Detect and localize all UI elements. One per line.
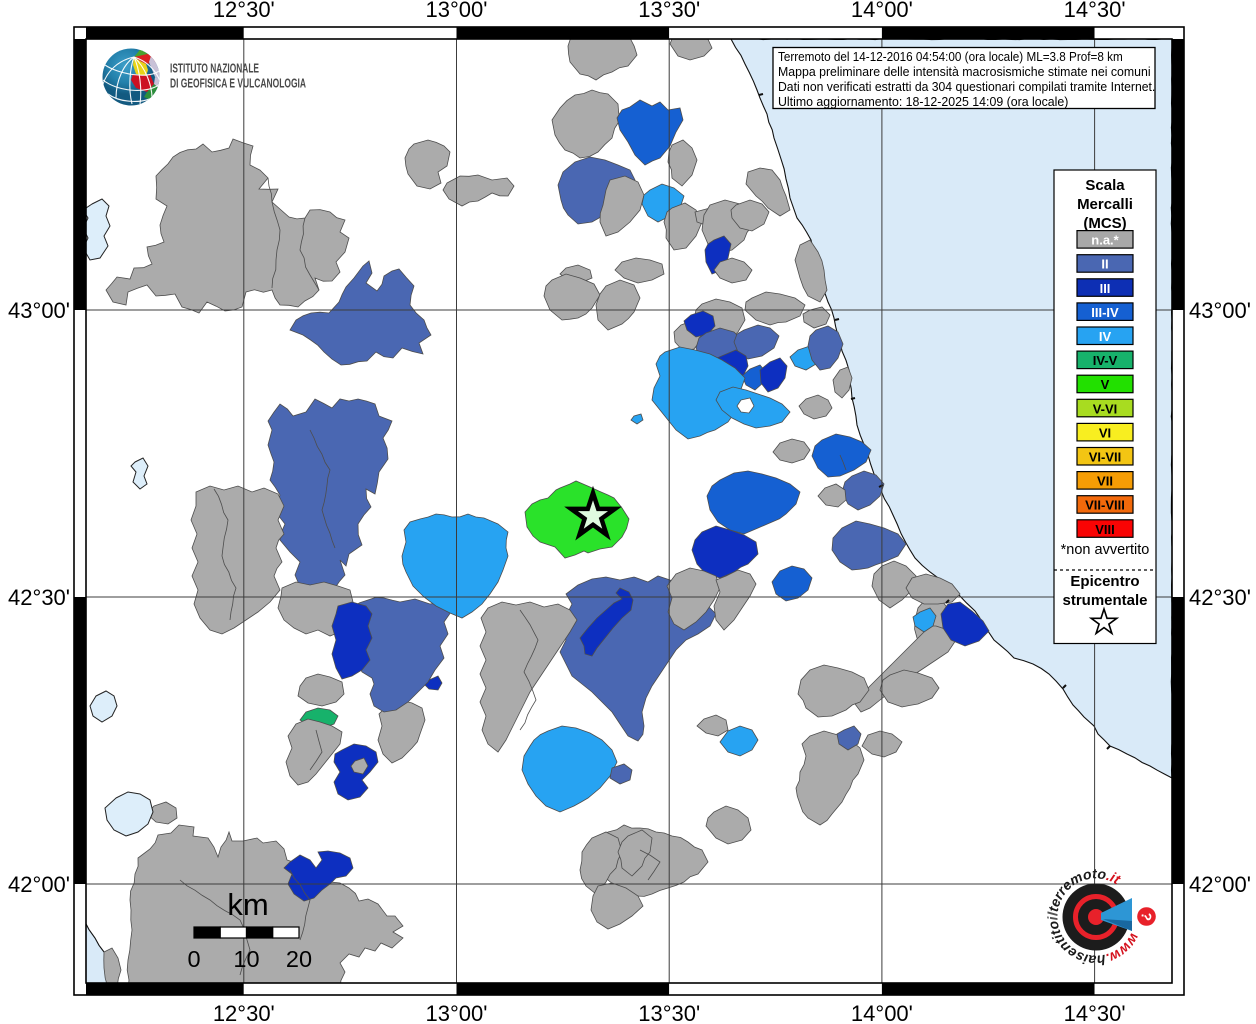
- svg-text:VII: VII: [1097, 474, 1113, 489]
- svg-text:42°00': 42°00': [1189, 872, 1251, 897]
- svg-text:IV: IV: [1099, 329, 1112, 344]
- svg-text:Mercalli: Mercalli: [1077, 196, 1133, 213]
- svg-text:Dati non verificati estratti d: Dati non verificati estratti da 304 ques…: [778, 79, 1155, 94]
- svg-text:V: V: [1101, 377, 1110, 392]
- svg-text:20: 20: [286, 946, 312, 972]
- svg-text:14°00': 14°00': [851, 1001, 913, 1024]
- svg-text:DI GEOFISICA E VULCANOLOGIA: DI GEOFISICA E VULCANOLOGIA: [170, 77, 306, 91]
- svg-text:VI: VI: [1099, 425, 1111, 440]
- svg-text:III: III: [1100, 281, 1111, 296]
- svg-text:II: II: [1101, 257, 1108, 272]
- svg-text:V-VI: V-VI: [1093, 401, 1118, 416]
- svg-text:13°30': 13°30': [638, 1001, 700, 1024]
- svg-text:VI-VII: VI-VII: [1089, 450, 1122, 465]
- svg-text:Terremoto del 14-12-2016 04:54: Terremoto del 14-12-2016 04:54:00 (ora l…: [778, 49, 1123, 64]
- svg-text:42°00': 42°00': [8, 872, 70, 897]
- svg-text:14°00': 14°00': [851, 0, 913, 22]
- svg-text:(MCS): (MCS): [1083, 215, 1126, 232]
- svg-text:13°00': 13°00': [426, 0, 488, 22]
- svg-text:12°30': 12°30': [213, 0, 275, 22]
- svg-text:VII-VIII: VII-VIII: [1085, 498, 1125, 513]
- svg-text:42°30': 42°30': [8, 585, 70, 610]
- svg-text:12°30': 12°30': [213, 1001, 275, 1024]
- svg-text:43°00': 43°00': [8, 298, 70, 323]
- svg-text:III-IV: III-IV: [1091, 305, 1119, 320]
- svg-text:Epicentro: Epicentro: [1070, 573, 1139, 590]
- svg-text:42°30': 42°30': [1189, 585, 1251, 610]
- svg-text:10: 10: [233, 946, 259, 972]
- svg-text:Ultimo aggiornamento: 18-12-20: Ultimo aggiornamento: 18-12-2025 14:09 (…: [778, 94, 1068, 109]
- svg-text:*non avvertito: *non avvertito: [1061, 542, 1150, 558]
- svg-text:IV-V: IV-V: [1093, 353, 1118, 368]
- svg-text:n.a.*: n.a.*: [1091, 233, 1119, 248]
- svg-text:43°00': 43°00': [1189, 298, 1251, 323]
- svg-text:Mappa preliminare delle intens: Mappa preliminare delle intensità macros…: [778, 64, 1151, 79]
- svg-text:?: ?: [1138, 911, 1155, 922]
- svg-text:km: km: [227, 887, 268, 922]
- svg-text:14°30': 14°30': [1064, 1001, 1126, 1024]
- svg-text:0: 0: [187, 946, 200, 972]
- svg-text:Scala: Scala: [1085, 177, 1125, 194]
- svg-text:strumentale: strumentale: [1062, 592, 1147, 609]
- svg-text:14°30': 14°30': [1064, 0, 1126, 22]
- svg-text:13°00': 13°00': [426, 1001, 488, 1024]
- svg-text:VIII: VIII: [1095, 522, 1115, 537]
- svg-text:13°30': 13°30': [638, 0, 700, 22]
- svg-text:ISTITUTO NAZIONALE: ISTITUTO NAZIONALE: [170, 62, 259, 76]
